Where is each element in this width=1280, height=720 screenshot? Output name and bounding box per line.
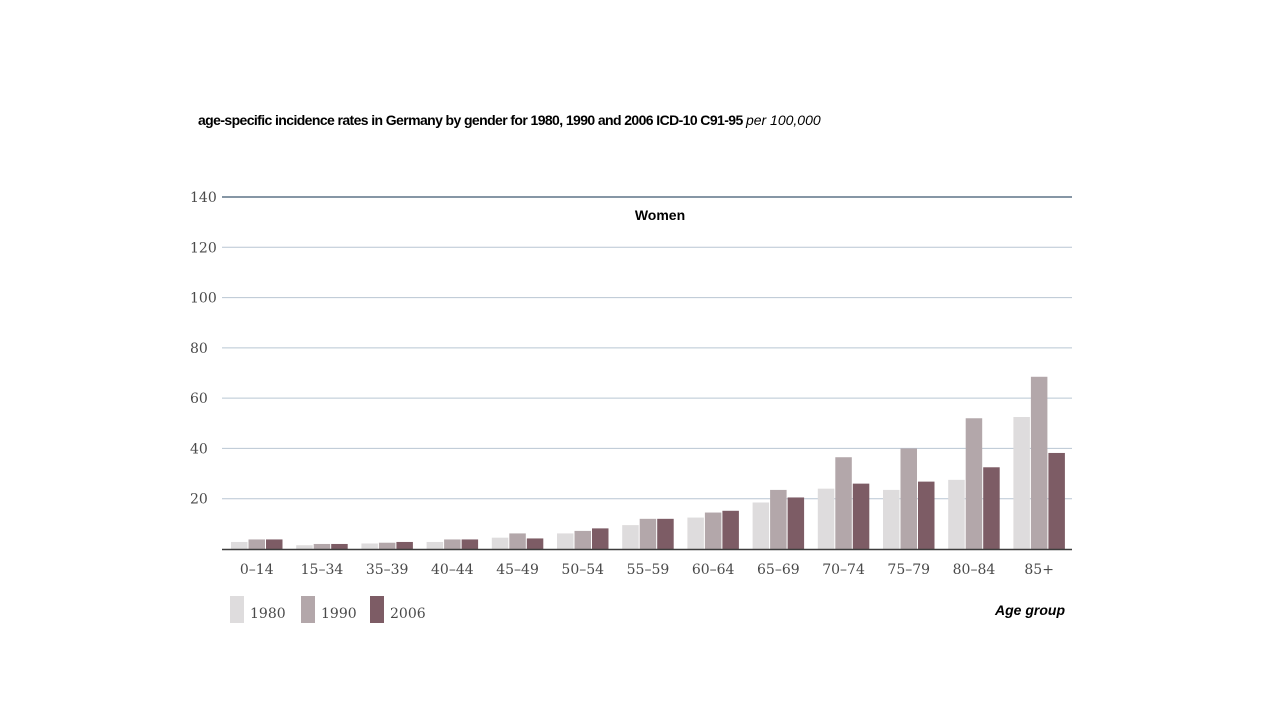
bar-2006 (983, 467, 1000, 549)
x-tick-label: 85+ (1024, 562, 1054, 578)
y-tick-label: 100 (190, 291, 217, 307)
bar-1990 (509, 533, 526, 549)
bar-1980 (491, 537, 509, 549)
x-tick-label: 15–34 (301, 562, 344, 578)
bar-2006 (592, 528, 609, 549)
bar-2006 (266, 539, 283, 549)
bar-2006 (1048, 452, 1065, 549)
bar-1980 (817, 488, 835, 549)
bar-1980 (557, 533, 574, 549)
x-tick-label: 0–14 (240, 562, 274, 578)
bar-1990 (965, 418, 983, 549)
bar-1990 (835, 457, 852, 549)
bar-1990 (639, 518, 657, 549)
y-axis-ticks: 20 40 60 80 100 120 140 (190, 190, 217, 508)
bar-1990 (1030, 376, 1048, 549)
x-tick-label: 35–39 (366, 562, 409, 578)
bar-1980 (687, 517, 704, 549)
y-tick-label: 120 (190, 240, 217, 256)
y-tick-label: 140 (190, 190, 217, 206)
bar-1990 (313, 543, 331, 549)
x-tick-label: 80–84 (953, 562, 996, 578)
x-tick-label: 65–69 (757, 562, 800, 578)
x-tick-label: 55–59 (627, 562, 670, 578)
bar-1990 (248, 539, 265, 549)
x-tick-label: 60–64 (692, 562, 735, 578)
bar-1990 (770, 489, 787, 549)
legend-label: 2006 (390, 606, 426, 622)
legend-swatch-2006 (370, 596, 384, 623)
bar-1980 (883, 489, 900, 549)
chart-title-unit: per 100,000 (745, 112, 821, 128)
y-tick-label: 20 (190, 492, 208, 508)
bar-1980 (1013, 417, 1030, 549)
x-tick-label: 75–79 (887, 562, 930, 578)
panel-label: Women (635, 207, 685, 223)
legend-swatch-1980 (230, 596, 244, 623)
bar-1990 (378, 542, 396, 549)
bar-1990 (444, 539, 461, 549)
x-axis-label: Age group (994, 602, 1065, 618)
bar-2006 (657, 518, 674, 549)
x-tick-label: 50–54 (561, 562, 604, 578)
x-tick-label: 70–74 (822, 562, 865, 578)
x-tick-label: 45–49 (496, 562, 539, 578)
legend-label: 1990 (321, 606, 357, 622)
x-tick-label: 40–44 (431, 562, 474, 578)
bar-2006 (396, 541, 413, 549)
bar-2006 (918, 481, 935, 549)
bar-1980 (948, 479, 965, 549)
bar-2006 (461, 539, 479, 549)
bar-1990 (900, 448, 917, 549)
bar-1980 (296, 545, 313, 549)
bar-1980 (622, 525, 639, 549)
bar-1990 (704, 512, 722, 549)
x-axis-ticks: 0–14 15–34 35–39 40–44 45–49 50–54 55–59 60–64 6… (240, 562, 1054, 578)
bar-2006 (852, 483, 870, 549)
bar-1980 (361, 543, 378, 549)
bar-1980 (231, 541, 248, 549)
bar-1980 (752, 502, 770, 549)
legend-label: 1980 (250, 606, 286, 622)
legend-swatch-1990 (301, 596, 315, 623)
chart-title-text: age-specific incidence rates in Germany … (198, 112, 743, 128)
bar-2006 (787, 497, 805, 549)
grid-lines (222, 196, 1072, 500)
legend: 1980 1990 2006 (230, 596, 426, 623)
bar-2006 (526, 538, 544, 549)
bar-2006 (331, 543, 348, 549)
y-tick-label: 80 (190, 341, 208, 357)
chart-title: age-specific incidence rates in Germany … (198, 112, 821, 128)
y-tick-label: 60 (190, 391, 208, 407)
bar-1990 (574, 530, 591, 549)
bars (231, 376, 1065, 549)
bar-1980 (426, 541, 444, 549)
bar-2006 (722, 510, 739, 549)
y-tick-label: 40 (190, 441, 208, 457)
